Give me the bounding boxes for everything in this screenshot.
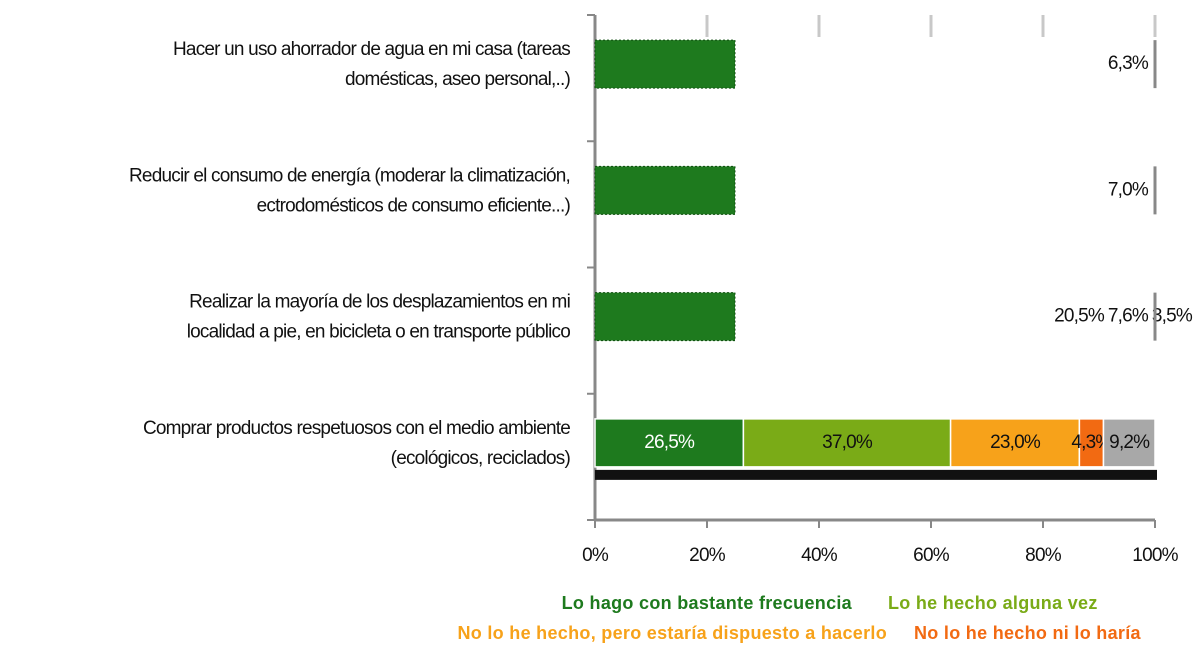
bar-segment — [594, 292, 736, 342]
x-tick-label: 60% — [913, 545, 950, 566]
x-tick-label: 20% — [689, 545, 726, 566]
value-label: 7,6% — [1108, 306, 1149, 327]
legend-entry: Lo he hecho alguna vez — [888, 593, 1098, 613]
category-label: ectrodomésticos de consumo eficiente...) — [257, 195, 571, 216]
value-label: 23,0% — [990, 432, 1041, 453]
category-label: Hacer un uso ahorrador de agua en mi cas… — [173, 39, 570, 60]
bar-segment — [594, 39, 736, 89]
category-label: (ecológicos, reciclados) — [391, 448, 571, 469]
value-label: 7,0% — [1108, 179, 1149, 200]
x-tick-label: 0% — [582, 545, 609, 566]
legend-entry: No lo he hecho, pero estaría dispuesto a… — [457, 623, 887, 643]
legend-entry: No lo he hecho ni lo haría — [914, 623, 1142, 643]
category-label: localidad a pie, en bicicleta o en trans… — [187, 322, 570, 343]
category-label: domésticas, aseo personal,..) — [345, 69, 570, 90]
legend-entry: Lo hago con bastante frecuencia — [562, 593, 853, 613]
value-label: 37,0% — [822, 432, 873, 453]
decoration — [595, 469, 1157, 480]
category-label: Realizar la mayoría de los desplazamient… — [189, 292, 570, 313]
x-tick-label: 100% — [1132, 545, 1178, 566]
value-label: 3,5% — [1152, 306, 1193, 327]
bar-segment — [594, 165, 736, 215]
bar-segment — [1102, 418, 1156, 468]
category-label: Comprar productos respetuosos con el med… — [143, 418, 570, 439]
category-label: Reducir el consumo de energía (moderar l… — [129, 165, 570, 186]
value-label: 9,2% — [1109, 432, 1150, 453]
bar-segment — [1078, 418, 1105, 468]
x-tick-label: 80% — [1025, 545, 1062, 566]
x-tick-label: 40% — [801, 545, 838, 566]
value-label: 6,3% — [1108, 53, 1149, 74]
bar-segment — [949, 418, 1081, 468]
value-label: 26,5% — [644, 432, 695, 453]
value-label: 20,5% — [1054, 306, 1105, 327]
